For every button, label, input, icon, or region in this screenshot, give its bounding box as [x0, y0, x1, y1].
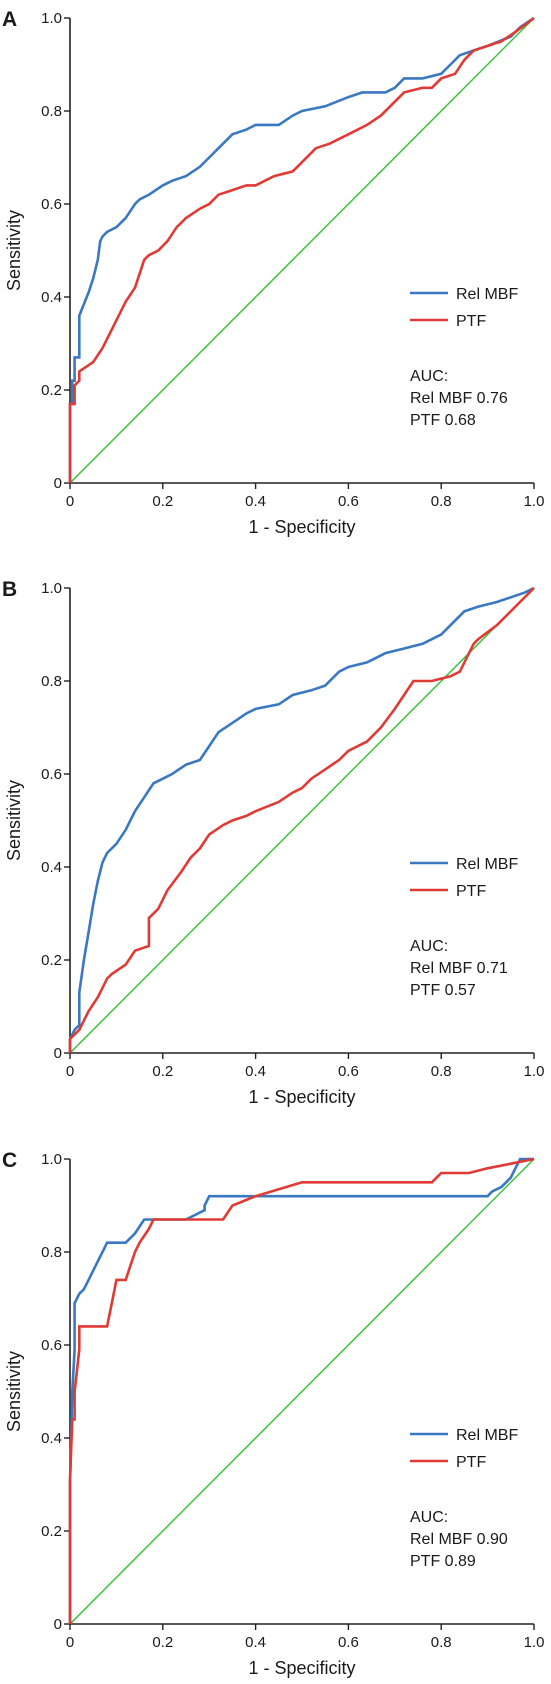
x-axis-title: 1 - Specificity	[248, 1658, 355, 1678]
x-tick-label: 0.6	[338, 1634, 359, 1651]
auc-value: Rel MBF 0.90	[410, 1531, 508, 1548]
y-tick-label: 1.0	[41, 10, 62, 27]
x-axis-title: 1 - Specificity	[248, 1087, 355, 1107]
x-axis-title: 1 - Specificity	[248, 517, 355, 537]
y-tick-label: 1.0	[41, 1151, 62, 1168]
y-axis-title: Sensitivity	[4, 780, 24, 861]
legend-label: Rel MBF	[456, 856, 518, 873]
x-tick-label: 0.8	[431, 1063, 452, 1080]
y-tick-label: 0.2	[41, 382, 62, 399]
legend-label: PTF	[456, 313, 486, 330]
x-tick-label: 1.0	[524, 1634, 545, 1651]
y-tick-label: 0.6	[41, 196, 62, 213]
y-axis-title: Sensitivity	[4, 210, 24, 291]
x-tick-label: 0.2	[152, 1634, 173, 1651]
auc-title: AUC:	[410, 1509, 448, 1526]
panel-label: C	[2, 1149, 17, 1172]
reference-diagonal	[69, 587, 535, 1054]
x-tick-label: 0	[66, 1634, 74, 1651]
x-tick-label: 1.0	[524, 1063, 545, 1080]
legend-label: PTF	[456, 883, 486, 900]
x-tick-label: 0.6	[338, 1063, 359, 1080]
y-tick-label: 0.2	[41, 952, 62, 969]
x-tick-label: 0	[66, 493, 74, 510]
y-axis-title: Sensitivity	[4, 1351, 24, 1432]
y-tick-label: 0.8	[41, 103, 62, 120]
x-tick-label: 0.4	[245, 493, 266, 510]
reference-diagonal	[69, 17, 535, 484]
x-tick-label: 0.6	[338, 493, 359, 510]
y-tick-label: 1.0	[41, 580, 62, 597]
y-tick-label: 0.4	[41, 289, 62, 306]
x-tick-label: 0.8	[431, 1634, 452, 1651]
roc-panel-c: C 0 0.2 0.4 0.6 0.8 1.0 0 0.2 0.4 0.6 0.8 1.0 1 - Spe…	[2, 1149, 544, 1678]
roc-curve-rel-mbf	[68, 16, 535, 483]
y-tick-label: 0.6	[41, 766, 62, 783]
x-tick-label: 0.4	[245, 1063, 266, 1080]
panel-label: B	[2, 578, 17, 601]
x-tick-label: 1.0	[524, 493, 545, 510]
auc-value: Rel MBF 0.71	[410, 960, 508, 977]
roc-curve-ptf	[68, 587, 535, 1053]
x-tick-label: 0.8	[431, 493, 452, 510]
y-tick-label: 0.8	[41, 673, 62, 690]
auc-value: PTF 0.57	[410, 982, 476, 999]
legend-label: PTF	[456, 1454, 486, 1471]
x-tick-label: 0	[66, 1063, 74, 1080]
reference-diagonal	[69, 1158, 535, 1625]
y-tick-label: 0	[54, 1045, 62, 1062]
x-tick-label: 0.2	[152, 1063, 173, 1080]
roc-curve-ptf	[68, 1157, 535, 1624]
auc-title: AUC:	[410, 368, 448, 385]
legend-label: Rel MBF	[456, 286, 518, 303]
x-tick-label: 0.4	[245, 1634, 266, 1651]
roc-panel-a: A 0 0.2 0.4 0.6 0.8 1.0 0 0.2 0.4 0.6 0.8 1.0 1 - Spe…	[2, 8, 544, 537]
y-tick-label: 0.2	[41, 1523, 62, 1540]
y-tick-label: 0.4	[41, 1430, 62, 1447]
auc-value: PTF 0.68	[410, 412, 476, 429]
auc-title: AUC:	[410, 938, 448, 955]
auc-value: PTF 0.89	[410, 1553, 476, 1570]
y-tick-label: 0.8	[41, 1244, 62, 1261]
x-tick-label: 0.2	[152, 493, 173, 510]
panel-label: A	[2, 8, 17, 31]
roc-curve-rel-mbf	[68, 586, 535, 1053]
y-tick-label: 0.6	[41, 1337, 62, 1354]
y-tick-label: 0	[54, 475, 62, 492]
roc-panel-b: B 0 0.2 0.4 0.6 0.8 1.0 0 0.2 0.4 0.6 0.8 1.0 1 - Spe…	[2, 578, 544, 1107]
y-tick-label: 0.4	[41, 859, 62, 876]
y-tick-label: 0	[54, 1616, 62, 1633]
roc-curve-ptf	[68, 16, 535, 483]
legend-label: Rel MBF	[456, 1427, 518, 1444]
auc-value: Rel MBF 0.76	[410, 390, 508, 407]
